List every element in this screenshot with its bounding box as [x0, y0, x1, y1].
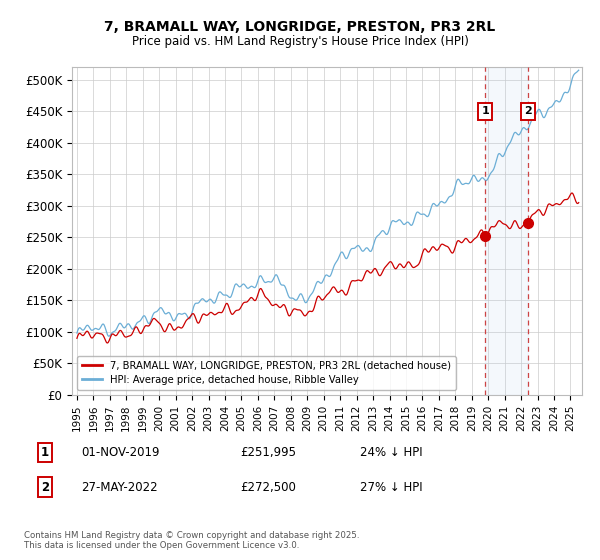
Text: 27% ↓ HPI: 27% ↓ HPI [360, 480, 422, 494]
Legend: 7, BRAMALL WAY, LONGRIDGE, PRESTON, PR3 2RL (detached house), HPI: Average price: 7, BRAMALL WAY, LONGRIDGE, PRESTON, PR3 … [77, 356, 456, 390]
Text: 7, BRAMALL WAY, LONGRIDGE, PRESTON, PR3 2RL: 7, BRAMALL WAY, LONGRIDGE, PRESTON, PR3 … [104, 20, 496, 34]
Text: 1: 1 [482, 106, 490, 116]
Text: Price paid vs. HM Land Registry's House Price Index (HPI): Price paid vs. HM Land Registry's House … [131, 35, 469, 48]
Text: £251,995: £251,995 [240, 446, 296, 459]
Text: 27-MAY-2022: 27-MAY-2022 [81, 480, 158, 494]
Text: 24% ↓ HPI: 24% ↓ HPI [360, 446, 422, 459]
Text: £272,500: £272,500 [240, 480, 296, 494]
Text: 1: 1 [41, 446, 49, 459]
Text: 01-NOV-2019: 01-NOV-2019 [81, 446, 160, 459]
Bar [485, 67, 528, 395]
Text: Contains HM Land Registry data © Crown copyright and database right 2025.
This d: Contains HM Land Registry data © Crown c… [24, 530, 359, 550]
Text: 2: 2 [41, 480, 49, 494]
Text: 2: 2 [524, 106, 532, 116]
